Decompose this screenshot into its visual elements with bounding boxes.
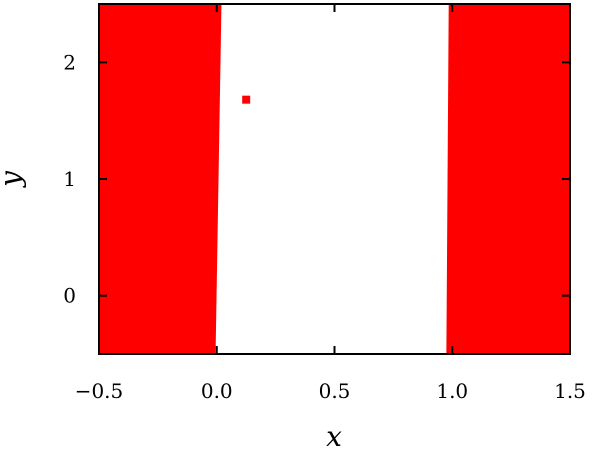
y-tick-label: 0	[63, 284, 76, 308]
x-axis-label: x	[326, 420, 342, 450]
plot-area	[99, 4, 570, 354]
y-tick-labels: 0 1 2	[63, 50, 76, 307]
x-tick-label: 1.5	[554, 379, 586, 403]
y-axis-label: y	[0, 170, 27, 189]
y-tick-label: 1	[63, 167, 76, 191]
x-tick-labels: −0.5 0.0 0.5 1.0 1.5	[75, 379, 586, 403]
x-tick-label: −0.5	[75, 379, 124, 403]
contour-band-left	[99, 4, 222, 354]
axis-ticks	[98, 4, 571, 354]
y-tick-label: 2	[63, 50, 76, 74]
x-tick-label: 1.0	[436, 379, 468, 403]
contour-band-right	[446, 4, 570, 354]
x-tick-label: 0.0	[201, 379, 233, 403]
data-marker	[242, 95, 251, 104]
x-tick-label: 0.5	[319, 379, 351, 403]
